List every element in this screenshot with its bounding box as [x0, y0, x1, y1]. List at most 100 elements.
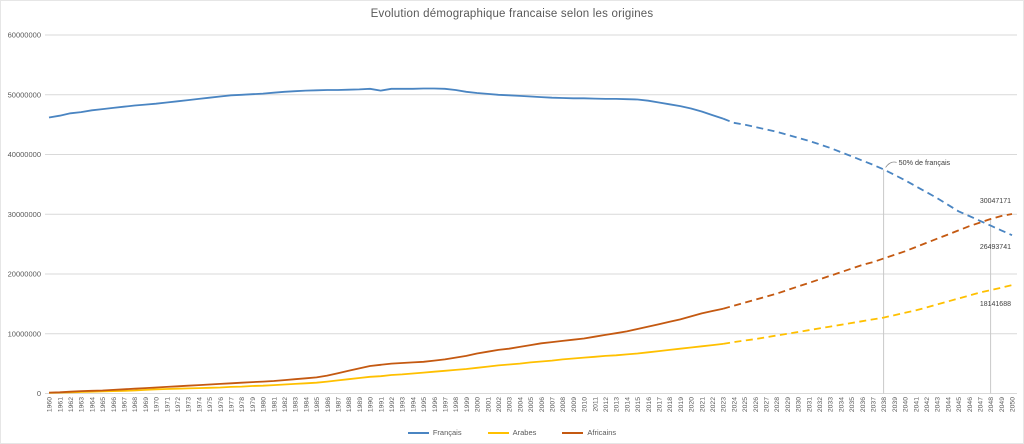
x-axis-tick-label: 1961	[57, 397, 64, 412]
x-axis-tick-label: 1973	[186, 397, 193, 412]
legend-item-arabes[interactable]: Arabes	[487, 428, 537, 437]
x-axis-tick-label: 1988	[346, 397, 353, 412]
x-axis-tick-label: 1994	[410, 397, 417, 412]
y-axis-tick-label: 20000000	[8, 270, 41, 279]
y-axis-tick-label: 60000000	[8, 31, 41, 40]
x-axis-tick-label: 1967	[122, 397, 129, 412]
data-label-africains: 30047171	[980, 198, 1011, 205]
x-axis-tick-label: 2029	[785, 397, 792, 412]
x-axis-tick-label: 1976	[218, 397, 225, 412]
x-axis-tick-label: 1970	[154, 397, 161, 412]
x-axis-tick-label: 1999	[464, 397, 471, 412]
legend-swatch-arabes-line	[487, 431, 509, 434]
x-axis-tick-label: 2042	[924, 397, 931, 412]
x-axis-tick-label: 2033	[828, 397, 835, 412]
data-label-arabes: 18141688	[980, 301, 1011, 308]
x-axis-tick-label: 1962	[68, 397, 75, 412]
x-axis-tick-label: 2009	[571, 397, 578, 412]
x-axis-tick-label: 1990	[368, 397, 375, 412]
x-axis-tick-label: 2049	[999, 397, 1006, 412]
callout-connector	[885, 161, 897, 168]
x-axis-tick-label: 2050	[1010, 397, 1017, 412]
x-axis-tick-label: 2024	[731, 397, 738, 412]
legend-swatch-francais-line	[407, 431, 429, 434]
x-axis-tick-label: 1996	[432, 397, 439, 412]
x-axis-tick-label: 2019	[678, 397, 685, 412]
x-axis-tick-label: 1987	[336, 397, 343, 412]
x-axis-tick-label: 2046	[967, 397, 974, 412]
x-axis-tick-label: 1984	[303, 397, 310, 412]
x-axis-tick-label: 1965	[100, 397, 107, 412]
x-axis-tick-label: 2030	[796, 397, 803, 412]
x-axis-tick-label: 2043	[935, 397, 942, 412]
x-axis-tick-label: 2026	[753, 397, 760, 412]
x-axis-tick-label: 2013	[614, 397, 621, 412]
x-axis-tick-label: 2007	[550, 397, 557, 412]
x-axis-tick-label: 1991	[378, 397, 385, 412]
x-axis-tick-label: 1982	[282, 397, 289, 412]
x-axis-tick-label: 1985	[314, 397, 321, 412]
y-axis-tick-label: 50000000	[8, 90, 41, 99]
x-axis-tick-label: 1993	[400, 397, 407, 412]
x-axis-tick-label: 2048	[988, 397, 995, 412]
x-axis-tick-label: 2012	[603, 397, 610, 412]
legend-label-arabes: Arabes	[512, 428, 537, 437]
data-label-français: 26493741	[980, 244, 1011, 251]
x-axis-tick-label: 1971	[164, 397, 171, 412]
x-axis-tick-label: 1972	[175, 397, 182, 412]
x-axis-tick-label: 1974	[196, 397, 203, 412]
x-axis-tick-label: 2004	[517, 397, 524, 412]
x-axis-tick-label: 2045	[956, 397, 963, 412]
callout-annotation: 50% de français	[899, 158, 951, 167]
x-axis-tick-label: 1969	[143, 397, 150, 412]
series-projection-arabes[interactable]	[722, 284, 1013, 345]
y-axis-tick-label: 0	[37, 389, 41, 398]
x-axis-tick-label: 1997	[443, 397, 450, 412]
x-axis-tick-label: 2038	[881, 397, 888, 412]
x-axis-tick-label: 1986	[325, 397, 332, 412]
x-axis-tick-label: 1992	[389, 397, 396, 412]
x-axis-tick-label: 2014	[624, 397, 631, 412]
x-axis-tick-label: 2002	[496, 397, 503, 412]
x-axis-tick-label: 1979	[250, 397, 257, 412]
x-axis-tick-label: 2032	[817, 397, 824, 412]
x-axis-tick-label: 1998	[453, 397, 460, 412]
legend-label-africains: Africains	[587, 428, 617, 437]
x-axis-tick-label: 2020	[689, 397, 696, 412]
x-axis-tick-label: 2018	[667, 397, 674, 412]
x-axis-tick-label: 2041	[913, 397, 920, 412]
y-axis-tick-label: 40000000	[8, 150, 41, 159]
y-axis-tick-label: 30000000	[8, 210, 41, 219]
x-axis-tick-label: 2008	[560, 397, 567, 412]
x-axis-tick-label: 2006	[539, 397, 546, 412]
x-axis-tick-label: 2027	[764, 397, 771, 412]
series-line-africains[interactable]	[48, 307, 724, 394]
legend-item-francais[interactable]: Français	[407, 428, 462, 437]
x-axis-tick-label: 2011	[592, 397, 599, 412]
series-projection-africains[interactable]	[722, 213, 1013, 310]
x-axis-tick-label: 2025	[742, 397, 749, 412]
series-projection-français[interactable]	[722, 117, 1013, 237]
x-axis-tick-label: 1966	[111, 397, 118, 412]
x-axis-tick-label: 2022	[710, 397, 717, 412]
chart-legend: Français Arabes Africains	[1, 428, 1023, 437]
x-axis-tick-label: 1968	[132, 397, 139, 412]
x-axis-tick-label: 2000	[475, 397, 482, 412]
x-axis-tick-label: 1989	[357, 397, 364, 412]
x-axis-tick-label: 1981	[271, 397, 278, 412]
x-axis-tick-label: 1980	[261, 397, 268, 412]
x-axis-tick-label: 1995	[421, 397, 428, 412]
series-line-arabes[interactable]	[48, 343, 724, 394]
y-axis-tick-label: 10000000	[8, 329, 41, 338]
x-axis-tick-label: 1977	[229, 397, 236, 412]
x-axis-tick-label: 2034	[838, 397, 845, 412]
series-line-français[interactable]	[48, 87, 724, 120]
x-axis-tick-label: 2035	[849, 397, 856, 412]
legend-item-africains[interactable]: Africains	[562, 428, 616, 437]
x-axis-tick-label: 2040	[903, 397, 910, 412]
x-axis-tick-label: 2044	[945, 397, 952, 412]
x-axis-tick-label: 2015	[635, 397, 642, 412]
x-axis-tick-label: 2001	[485, 397, 492, 412]
